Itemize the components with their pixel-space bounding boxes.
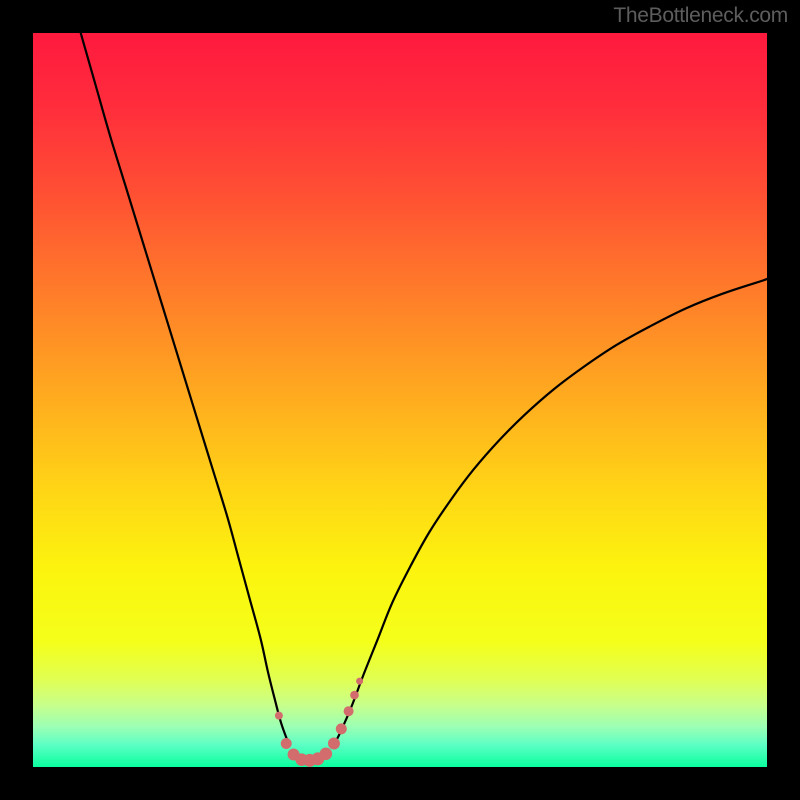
chart-container: TheBottleneck.com [0,0,800,800]
marker-point [356,678,363,685]
bottleneck-chart [0,0,800,800]
marker-point [344,706,354,716]
marker-point [350,691,359,700]
marker-point [281,738,292,749]
watermark-text: TheBottleneck.com [613,4,788,28]
marker-point [320,747,333,760]
marker-point [328,738,340,750]
marker-point [336,723,347,734]
marker-point [275,712,283,720]
